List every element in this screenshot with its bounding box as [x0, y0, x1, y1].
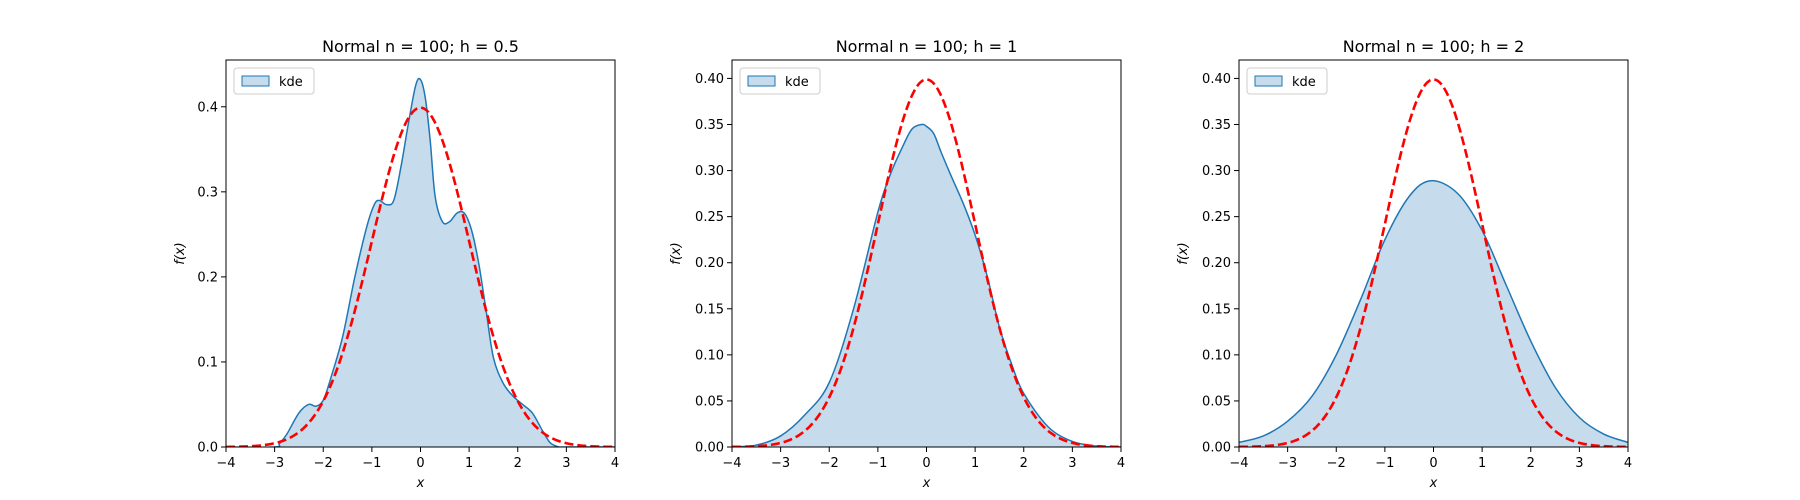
y-tick-label: 0.3: [197, 185, 218, 200]
x-tick-label: 3: [1068, 456, 1076, 471]
legend-swatch: [1254, 75, 1283, 87]
y-tick-label: 0.40: [1202, 72, 1231, 87]
x-tick-label: −1: [868, 456, 887, 471]
y-tick-label: 0.15: [1202, 302, 1231, 317]
legend-box: [233, 67, 315, 95]
x-tick-label: −1: [1375, 456, 1394, 471]
x-tick-label: 3: [562, 456, 570, 471]
x-tick-label: −3: [771, 456, 790, 471]
y-tick-label: 0.30: [1202, 164, 1231, 179]
legend: kde: [739, 67, 821, 95]
y-tick-label: 0.05: [695, 394, 724, 409]
legend-swatch: [747, 75, 776, 87]
x-tick-label: 2: [1020, 456, 1028, 471]
legend-label: kde: [785, 75, 809, 90]
normal-density-line: [732, 78, 1121, 447]
legend-label: kde: [1292, 75, 1316, 90]
chart-title: Normal n = 100; h = 2: [1343, 37, 1525, 56]
y-axis-label: f(x): [1176, 242, 1191, 264]
x-axis-label: x: [922, 476, 931, 491]
chart-title: Normal n = 100; h = 1: [836, 37, 1018, 56]
x-tick-label: −3: [265, 456, 284, 471]
panel-1: −4 −3 −2 −1 0 1 2 3 4 0.0 0.1 0.2 0.3 0.4 Normal n = 1…: [173, 37, 619, 491]
y-tick-label: 0.35: [695, 118, 724, 133]
y-tick-label: 0.15: [695, 302, 724, 317]
y-tick-label: 0.10: [695, 348, 724, 363]
x-tick-label: −4: [722, 456, 741, 471]
legend: kde: [1246, 67, 1328, 95]
legend-box: [1246, 67, 1328, 95]
x-tick-label: −2: [820, 456, 839, 471]
y-tick-label: 0.20: [695, 256, 724, 271]
y-tick-label: 0.35: [1202, 118, 1231, 133]
kde-area: [1239, 180, 1628, 447]
x-tick-label: 3: [1575, 456, 1583, 471]
y-tick-label: 0.25: [1202, 210, 1231, 225]
plot-area: [732, 78, 1121, 447]
x-tick-label: −4: [1229, 456, 1248, 471]
panel-2: −4 −3 −2 −1 0 1 2 3 4 0.00 0.05 0.10 0.15 0.20 0.25 0.3…: [669, 37, 1125, 491]
kde-area: [732, 124, 1121, 447]
x-tick-label: 4: [1117, 456, 1125, 471]
x-axis-label: x: [416, 476, 425, 491]
x-tick-label: 0: [416, 456, 424, 471]
x-tick-label: 1: [465, 456, 473, 471]
y-tick-label: 0.10: [1202, 348, 1231, 363]
legend-label: kde: [279, 75, 303, 90]
x-tick-label: 4: [1624, 456, 1632, 471]
normal-density-line: [226, 106, 615, 447]
x-tick-label: 1: [1478, 456, 1486, 471]
plot-area: [1239, 78, 1628, 447]
y-tick-label: 0.2: [197, 270, 218, 285]
panel-3: −4 −3 −2 −1 0 1 2 3 4 0.00 0.05 0.10 0.15 0.20 0.25 0.3…: [1176, 37, 1632, 491]
x-tick-label: 0: [922, 456, 930, 471]
y-tick-label: 0.05: [1202, 394, 1231, 409]
x-tick-label: −2: [314, 456, 333, 471]
x-tick-label: −4: [216, 456, 235, 471]
y-tick-label: 0.0: [197, 441, 218, 456]
x-tick-label: 2: [1527, 456, 1535, 471]
y-axis-label: f(x): [669, 242, 684, 264]
y-tick-label: 0.4: [197, 100, 218, 115]
legend: kde: [233, 67, 315, 95]
normal-density-line: [1239, 78, 1628, 447]
y-tick-label: 0.20: [1202, 256, 1231, 271]
y-axis-label: f(x): [173, 242, 188, 264]
x-tick-label: −3: [1278, 456, 1297, 471]
legend-swatch: [241, 75, 270, 87]
x-tick-label: 0: [1429, 456, 1437, 471]
x-tick-label: 2: [514, 456, 522, 471]
y-tick-label: 0.1: [197, 355, 218, 370]
y-tick-label: 0.30: [695, 164, 724, 179]
plot-area: [226, 77, 615, 447]
y-tick-label: 0.00: [695, 441, 724, 456]
kde-area: [226, 78, 615, 447]
x-tick-label: −1: [362, 456, 381, 471]
x-tick-label: −2: [1327, 456, 1346, 471]
x-tick-label: 1: [971, 456, 979, 471]
chart-title: Normal n = 100; h = 0.5: [322, 37, 519, 56]
y-tick-label: 0.00: [1202, 441, 1231, 456]
kde-line: [732, 123, 1121, 447]
x-tick-label: 4: [611, 456, 619, 471]
y-tick-label: 0.25: [695, 210, 724, 225]
x-axis-label: x: [1429, 476, 1438, 491]
legend-box: [739, 67, 821, 95]
y-tick-label: 0.40: [695, 72, 724, 87]
kde-line: [1239, 179, 1628, 444]
